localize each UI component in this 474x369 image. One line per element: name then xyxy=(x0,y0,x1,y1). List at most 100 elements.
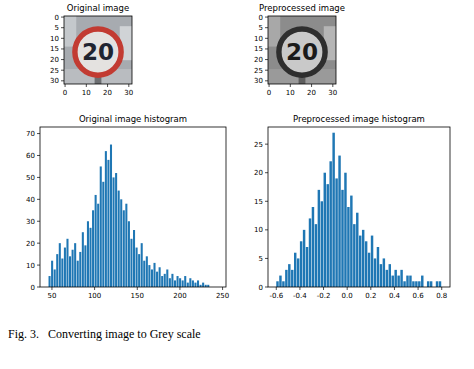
panel-title: Preprocessed image histogram xyxy=(293,114,425,124)
histogram-bar xyxy=(102,182,104,287)
histogram-bar xyxy=(110,145,112,287)
x-tick-label: 250 xyxy=(216,292,229,300)
histogram-bar xyxy=(359,236,361,287)
histogram-bar xyxy=(146,256,148,287)
histogram-bar xyxy=(182,280,184,287)
y-tick xyxy=(61,80,64,81)
y-tick xyxy=(265,201,268,202)
image-panel: 20Original image0102030051015202530 xyxy=(50,3,133,120)
histogram-bar xyxy=(141,243,143,287)
histogram-bar xyxy=(179,278,181,287)
histogram-bar xyxy=(389,264,391,287)
histogram-bar xyxy=(164,274,166,287)
y-tick xyxy=(265,258,268,259)
histogram-bar xyxy=(61,259,63,287)
y-tick-label: 60 xyxy=(26,152,35,160)
histogram-bar xyxy=(386,270,388,287)
histogram-bar xyxy=(427,281,429,287)
histogram-bar xyxy=(338,156,340,287)
histogram-bar xyxy=(125,204,127,287)
histogram-bar xyxy=(324,173,326,287)
x-tick-label: 10 xyxy=(286,89,295,97)
histogram-bar xyxy=(297,258,299,287)
y-tick-label: 20 xyxy=(254,169,263,177)
y-tick xyxy=(265,70,268,71)
x-tick-label: 30 xyxy=(124,89,133,97)
panel-title: Original image histogram xyxy=(79,114,187,124)
histogram-bar xyxy=(377,247,379,287)
y-tick-label: 25 xyxy=(254,141,263,149)
histogram-bar xyxy=(156,272,158,287)
histogram-bar xyxy=(189,278,191,287)
x-tick-label: -0.6 xyxy=(269,292,283,300)
plot-area xyxy=(276,133,441,287)
x-tick-label: 0.0 xyxy=(342,292,353,300)
histogram-bar xyxy=(374,258,376,287)
y-tick xyxy=(61,27,64,28)
x-tick-label: 100 xyxy=(88,292,101,300)
x-tick-label: 200 xyxy=(173,292,186,300)
axes-frame xyxy=(268,127,450,287)
y-tick-label: 10 xyxy=(50,35,59,43)
sign-text: 20 xyxy=(286,39,318,65)
histogram-bar xyxy=(350,196,352,287)
histogram-bar xyxy=(332,133,334,287)
histogram-bar xyxy=(123,210,125,287)
y-tick-label: 30 xyxy=(26,218,35,226)
x-tick xyxy=(276,287,277,290)
histogram-bar xyxy=(202,283,204,287)
histogram-bar xyxy=(365,241,367,287)
x-tick xyxy=(418,287,419,290)
y-tick xyxy=(61,38,64,39)
y-tick xyxy=(265,229,268,230)
y-tick-label: 10 xyxy=(254,226,263,234)
histogram-bar xyxy=(130,239,132,287)
histogram-bar xyxy=(136,248,138,287)
y-tick-label: 5 xyxy=(259,255,263,263)
y-tick-label: 70 xyxy=(26,130,35,138)
figure-caption: Fig. 3. Converting image to Grey scale xyxy=(8,327,201,341)
histogram-bar xyxy=(148,265,150,287)
x-tick xyxy=(222,287,223,290)
histogram-bar xyxy=(77,261,79,287)
x-tick xyxy=(370,287,371,290)
histogram-bar xyxy=(329,161,331,287)
histogram-bar xyxy=(394,270,396,287)
histogram-bar xyxy=(192,280,194,287)
histogram-bar xyxy=(92,210,94,287)
histogram-bar xyxy=(392,276,394,287)
y-tick xyxy=(265,38,268,39)
y-tick-label: 15 xyxy=(50,45,59,53)
image-area: 20 xyxy=(268,16,336,84)
histogram-bar xyxy=(66,239,68,287)
histogram-bar xyxy=(294,253,296,287)
histogram-bar xyxy=(107,160,109,287)
x-tick-label: 50 xyxy=(47,292,56,300)
histogram-bar xyxy=(51,261,53,287)
histogram-bar xyxy=(56,254,58,287)
x-tick xyxy=(290,84,291,87)
histogram-bar xyxy=(430,281,432,287)
x-tick xyxy=(107,84,108,87)
x-tick-label: 10 xyxy=(82,89,91,97)
histogram-bar xyxy=(161,276,163,287)
histogram-bar xyxy=(89,228,91,287)
x-tick xyxy=(137,287,138,290)
histogram-bar xyxy=(321,201,323,287)
x-tick xyxy=(347,287,348,290)
histogram-bar xyxy=(418,281,420,287)
histogram-bar xyxy=(95,195,97,287)
histogram-bar xyxy=(341,190,343,287)
histogram-bar xyxy=(415,281,417,287)
y-tick xyxy=(265,59,268,60)
image-area: 20 xyxy=(64,16,132,84)
histogram-bar xyxy=(406,276,408,287)
y-tick-label: 25 xyxy=(50,67,59,75)
histogram-bar xyxy=(400,270,402,287)
y-tick-label: 0 xyxy=(259,14,263,22)
histogram-bar xyxy=(151,269,153,287)
histogram-bar xyxy=(312,207,314,287)
y-tick xyxy=(37,265,40,266)
histogram-bar xyxy=(143,261,145,287)
histogram-bar xyxy=(318,190,320,287)
